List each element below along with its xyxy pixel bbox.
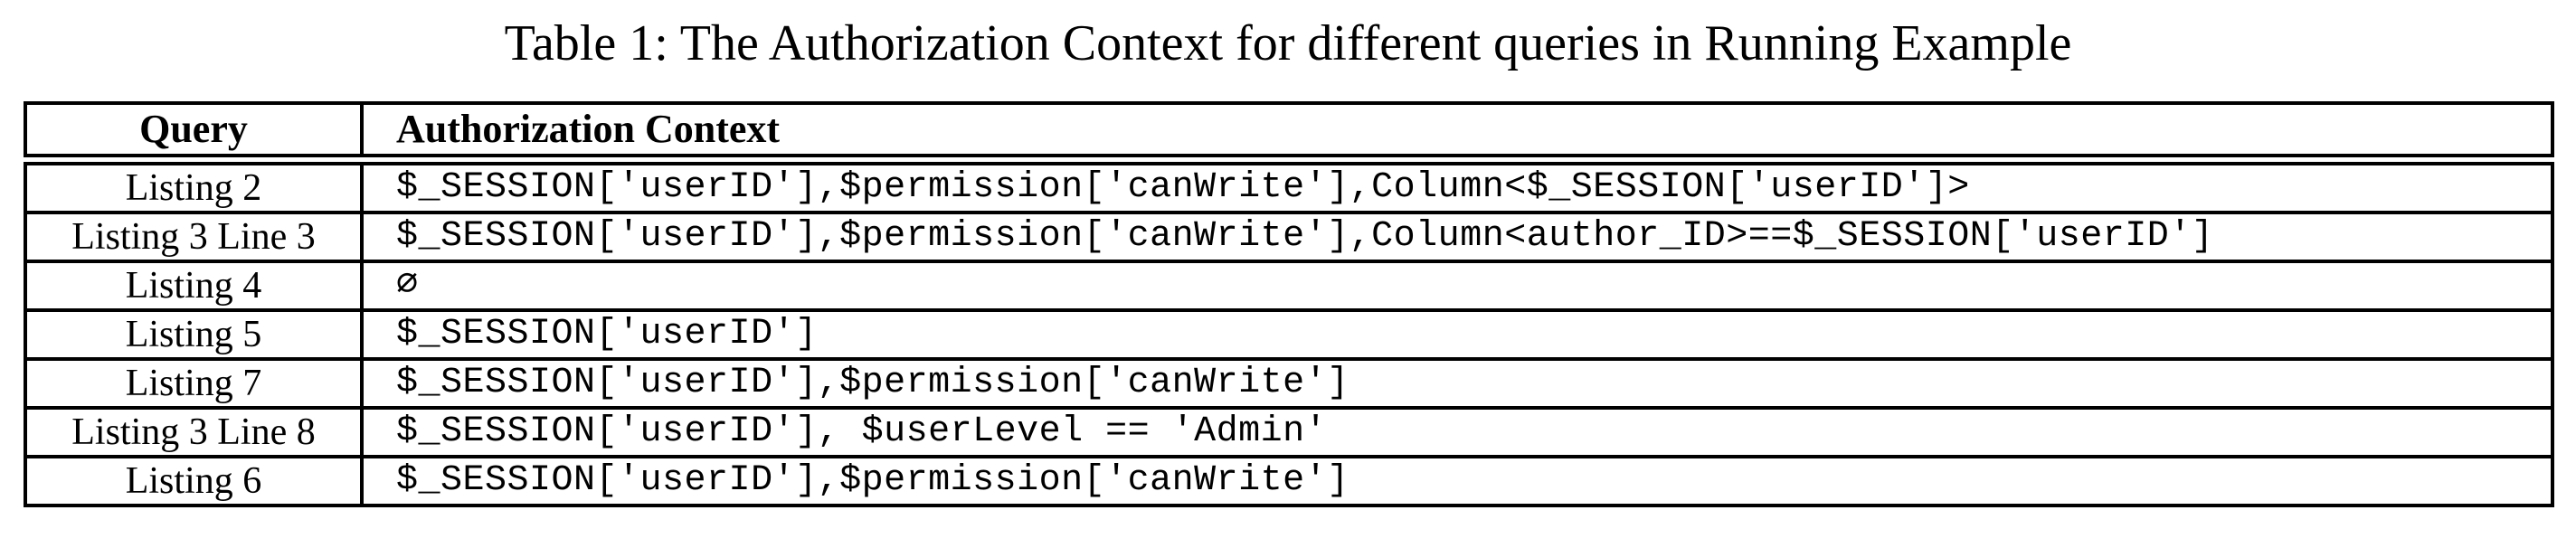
query-cell: Listing 2 xyxy=(24,162,364,214)
context-cell: $_SESSION[′userID′],$permission[′canWrit… xyxy=(360,162,2554,214)
context-cell: $_SESSION[′userID′],$permission[′canWrit… xyxy=(360,211,2554,263)
query-cell: Listing 3 Line 8 xyxy=(24,406,364,458)
table-row: Listing 6 $_SESSION[′userID′],$permissio… xyxy=(24,455,2554,507)
table-row: Listing 7 $_SESSION[′userID′],$permissio… xyxy=(24,357,2554,410)
context-cell: ∅ xyxy=(360,260,2554,312)
table-header-row: Query Authorization Context xyxy=(24,101,2554,157)
query-cell: Listing 3 Line 3 xyxy=(24,211,364,263)
table-row: Listing 2 $_SESSION[′userID′],$permissio… xyxy=(24,162,2554,214)
context-cell: $_SESSION[′userID′],$permission[′canWrit… xyxy=(360,357,2554,410)
authorization-context-table: Query Authorization Context Listing 2 $_… xyxy=(24,101,2554,507)
context-cell: $_SESSION[′userID′], $userLevel == ′Admi… xyxy=(360,406,2554,458)
table-row: Listing 4 ∅ xyxy=(24,260,2554,312)
query-cell: Listing 6 xyxy=(24,455,364,507)
query-cell: Listing 7 xyxy=(24,357,364,410)
table-row: Listing 3 Line 3 $_SESSION[′userID′],$pe… xyxy=(24,211,2554,263)
table-row: Listing 5 $_SESSION[′userID′] xyxy=(24,308,2554,361)
query-cell: Listing 5 xyxy=(24,308,364,361)
header-separator xyxy=(25,154,2552,165)
context-cell: $_SESSION[′userID′],$permission[′canWrit… xyxy=(360,455,2554,507)
query-cell: Listing 4 xyxy=(24,260,364,312)
context-cell: $_SESSION[′userID′] xyxy=(360,308,2554,361)
column-header-authorization-context: Authorization Context xyxy=(360,101,2554,157)
column-header-query: Query xyxy=(24,101,364,157)
table-caption: Table 1: The Authorization Context for d… xyxy=(504,15,2072,71)
table-row: Listing 3 Line 8 $_SESSION[′userID′], $u… xyxy=(24,406,2554,458)
